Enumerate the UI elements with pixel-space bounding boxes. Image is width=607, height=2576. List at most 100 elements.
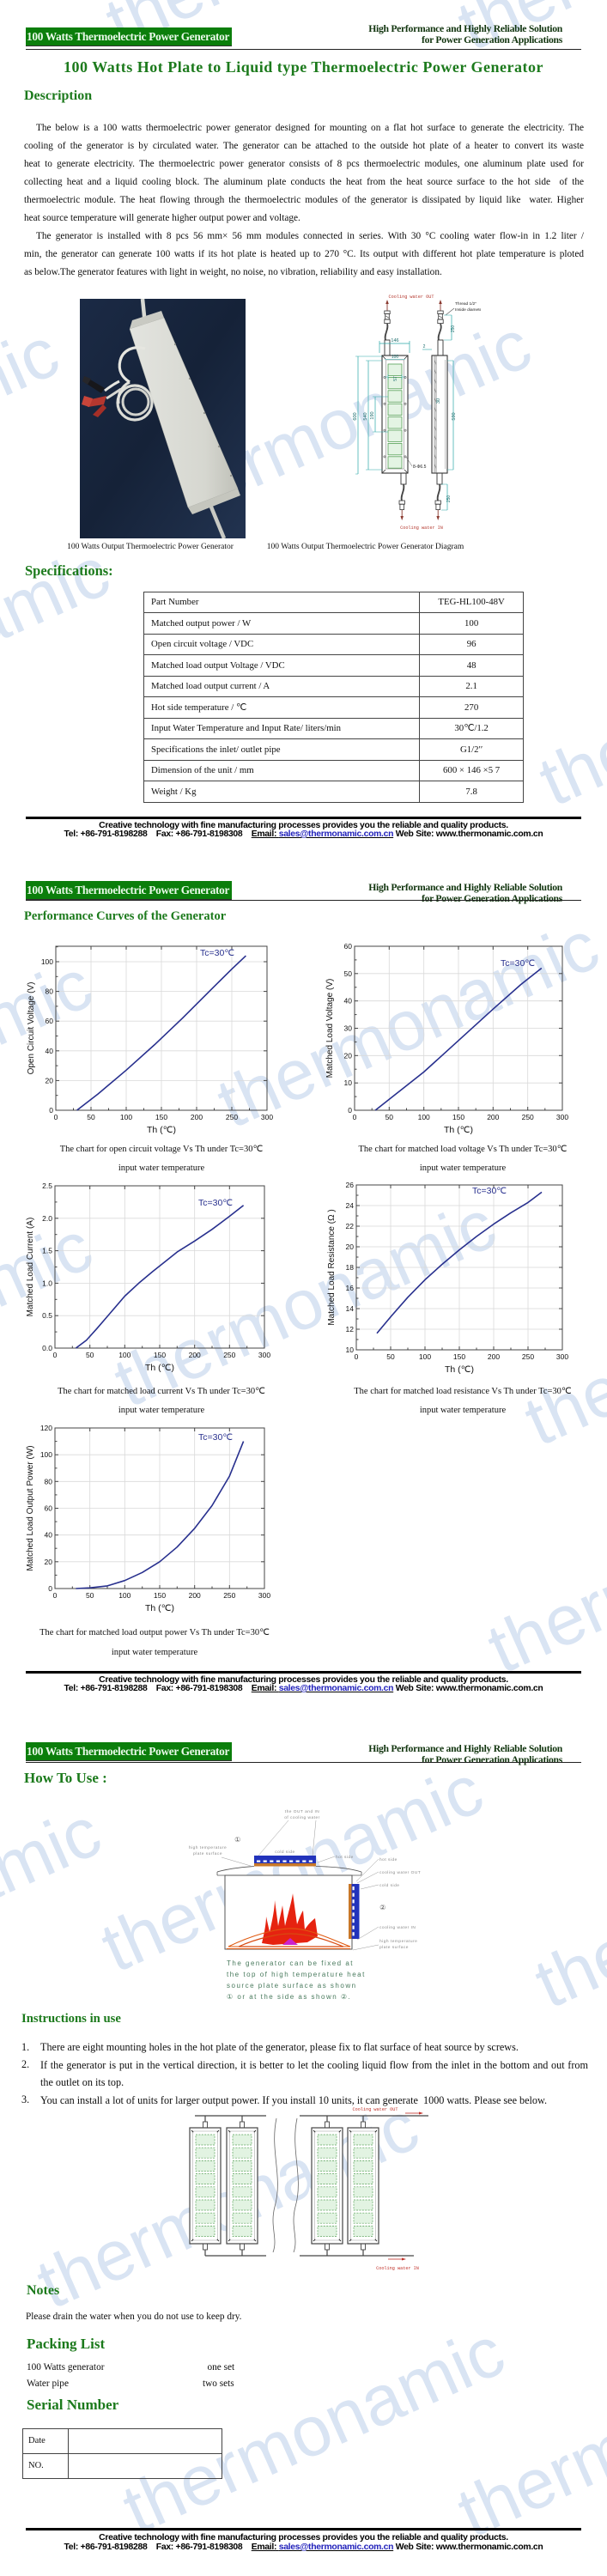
- svg-text:Tc=30℃: Tc=30℃: [472, 1186, 507, 1196]
- svg-text:Matched Load Current (A): Matched Load Current (A): [26, 1218, 35, 1317]
- svg-text:cold side: cold side: [379, 1883, 399, 1888]
- svg-text:Thread 1/2′′: Thread 1/2′′: [455, 301, 476, 307]
- svg-text:hot side: hot side: [379, 1857, 398, 1862]
- svg-text:Cooling water OUT: Cooling water OUT: [389, 295, 434, 300]
- svg-text:0: 0: [355, 1352, 359, 1361]
- svg-text:590: 590: [452, 412, 457, 420]
- svg-text:50: 50: [385, 1113, 394, 1121]
- svg-text:40: 40: [46, 1047, 54, 1055]
- svg-text:300: 300: [261, 1113, 273, 1121]
- svg-text:Tc=30℃: Tc=30℃: [501, 958, 535, 969]
- svg-text:②: ②: [379, 1904, 386, 1911]
- svg-text:250: 250: [522, 1113, 534, 1121]
- svg-text:Tc=30℃: Tc=30℃: [200, 948, 234, 958]
- svg-text:30: 30: [344, 1024, 353, 1033]
- svg-text:250: 250: [451, 325, 456, 333]
- svg-text:200: 200: [189, 1591, 201, 1600]
- svg-text:plate surface: plate surface: [193, 1851, 222, 1856]
- svg-text:0: 0: [48, 1584, 52, 1593]
- svg-text:Matched Load Output Power (W): Matched Load Output Power (W): [26, 1445, 35, 1571]
- svg-text:Tc=30℃: Tc=30℃: [198, 1198, 233, 1208]
- svg-text:Th (℃): Th (℃): [145, 1603, 174, 1613]
- svg-text:Th (℃): Th (℃): [147, 1125, 176, 1135]
- svg-text:cooling water OUT: cooling water OUT: [379, 1870, 421, 1875]
- svg-text:12: 12: [346, 1325, 355, 1334]
- svg-text:10: 10: [346, 1346, 355, 1354]
- svg-text:0: 0: [54, 1113, 58, 1121]
- svg-text:150: 150: [453, 1352, 465, 1361]
- svg-text:190: 190: [370, 411, 375, 419]
- svg-text:cooling water IN: cooling water IN: [379, 1925, 416, 1930]
- svg-text:250: 250: [226, 1113, 238, 1121]
- svg-text:40: 40: [45, 1531, 53, 1540]
- svg-text:hot side: hot side: [336, 1855, 354, 1860]
- svg-text:100: 100: [40, 1450, 52, 1459]
- svg-text:150: 150: [155, 1113, 167, 1121]
- svg-text:50: 50: [86, 1591, 94, 1600]
- svg-text:50: 50: [86, 1351, 94, 1359]
- svg-text:20: 20: [45, 1558, 53, 1566]
- svg-text:120: 120: [40, 1424, 52, 1432]
- svg-text:60: 60: [45, 1504, 53, 1513]
- svg-text:Cooling water IN: Cooling water IN: [400, 526, 443, 531]
- svg-text:146: 146: [391, 338, 398, 343]
- svg-text:1.0: 1.0: [42, 1279, 52, 1287]
- svg-text:200: 200: [191, 1113, 203, 1121]
- svg-text:80: 80: [45, 1477, 53, 1485]
- svg-text:0: 0: [353, 1113, 357, 1121]
- svg-text:100: 100: [419, 1352, 431, 1361]
- svg-text:60: 60: [344, 942, 353, 951]
- svg-text:50: 50: [386, 1352, 395, 1361]
- svg-text:2: 2: [423, 344, 426, 349]
- svg-text:100: 100: [118, 1351, 131, 1359]
- svg-text:Inside diameter Φ15: Inside diameter Φ15: [455, 307, 481, 313]
- svg-text:250: 250: [522, 1352, 534, 1361]
- svg-text:16: 16: [346, 1284, 355, 1292]
- svg-text:20: 20: [46, 1076, 54, 1084]
- svg-text:10: 10: [344, 1078, 353, 1087]
- svg-text:200: 200: [189, 1351, 201, 1359]
- svg-text:250: 250: [446, 495, 452, 503]
- svg-text:Cooling water OUT: Cooling water OUT: [353, 2107, 398, 2112]
- svg-text:300: 300: [258, 1591, 270, 1600]
- svg-text:2.5: 2.5: [42, 1182, 52, 1190]
- svg-text:250: 250: [223, 1351, 235, 1359]
- svg-text:50: 50: [344, 969, 353, 978]
- svg-text:0: 0: [53, 1591, 58, 1600]
- svg-text:250: 250: [223, 1591, 235, 1600]
- svg-text:high temperature: high temperature: [379, 1939, 417, 1944]
- svg-text:100: 100: [118, 1591, 131, 1600]
- svg-text:60: 60: [46, 1017, 54, 1025]
- svg-text:20: 20: [346, 1242, 355, 1251]
- svg-text:the OUT and IN: the OUT and IN: [285, 1809, 320, 1814]
- svg-text:plate surface: plate surface: [379, 1945, 409, 1950]
- svg-text:100: 100: [41, 957, 53, 966]
- svg-text:26: 26: [346, 1181, 355, 1189]
- svg-text:150: 150: [452, 1113, 464, 1121]
- svg-text:57: 57: [393, 376, 398, 381]
- svg-text:540: 540: [363, 412, 368, 420]
- svg-text:Cooling water IN: Cooling water IN: [376, 2266, 419, 2271]
- svg-text:30: 30: [436, 398, 441, 404]
- svg-text:40: 40: [344, 997, 353, 1005]
- svg-text:cold side: cold side: [275, 1850, 294, 1855]
- svg-text:of cooling water: of cooling water: [284, 1815, 320, 1820]
- svg-text:200: 200: [487, 1113, 499, 1121]
- svg-text:2.0: 2.0: [42, 1214, 52, 1223]
- svg-text:0: 0: [53, 1351, 58, 1359]
- svg-text:0.0: 0.0: [42, 1344, 52, 1352]
- svg-text:150: 150: [154, 1591, 166, 1600]
- svg-text:0: 0: [348, 1106, 352, 1115]
- svg-text:50: 50: [87, 1113, 95, 1121]
- svg-text:22: 22: [346, 1222, 355, 1230]
- svg-text:Th (℃): Th (℃): [444, 1125, 473, 1135]
- svg-text:1.5: 1.5: [42, 1247, 52, 1255]
- svg-text:24: 24: [346, 1201, 355, 1210]
- svg-text:Th (℃): Th (℃): [145, 1363, 174, 1373]
- svg-text:200: 200: [488, 1352, 500, 1361]
- svg-text:300: 300: [556, 1113, 568, 1121]
- svg-text:Matched Load Resistance (Ω ): Matched Load Resistance (Ω ): [327, 1209, 337, 1325]
- svg-text:80: 80: [46, 987, 54, 996]
- svg-text:20: 20: [344, 1051, 353, 1060]
- svg-text:14: 14: [346, 1304, 355, 1313]
